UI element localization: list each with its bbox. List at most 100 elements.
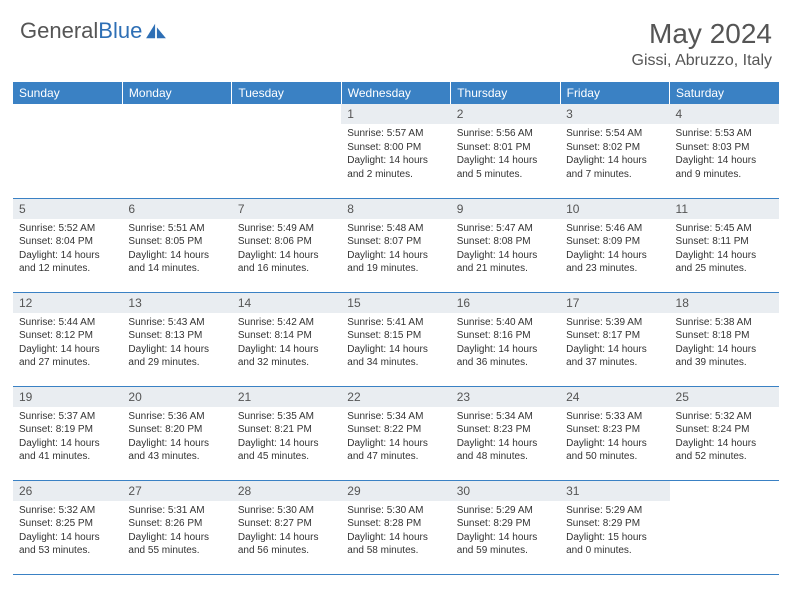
weekday-header: Monday [122,82,231,104]
calendar-cell: 22Sunrise: 5:34 AMSunset: 8:22 PMDayligh… [341,386,450,480]
day-details: Sunrise: 5:45 AMSunset: 8:11 PMDaylight:… [670,219,779,280]
calendar-cell: 15Sunrise: 5:41 AMSunset: 8:15 PMDayligh… [341,292,450,386]
calendar-cell: 31Sunrise: 5:29 AMSunset: 8:29 PMDayligh… [560,480,669,574]
day-details: Sunrise: 5:29 AMSunset: 8:29 PMDaylight:… [560,501,669,562]
day-details: Sunrise: 5:49 AMSunset: 8:06 PMDaylight:… [232,219,341,280]
day-number: 6 [122,199,231,219]
day-details: Sunrise: 5:47 AMSunset: 8:08 PMDaylight:… [451,219,560,280]
calendar-cell: 3Sunrise: 5:54 AMSunset: 8:02 PMDaylight… [560,104,669,198]
calendar-cell: 5Sunrise: 5:52 AMSunset: 8:04 PMDaylight… [13,198,122,292]
brand-part2: Blue [98,18,142,43]
calendar-cell: 17Sunrise: 5:39 AMSunset: 8:17 PMDayligh… [560,292,669,386]
day-details: Sunrise: 5:48 AMSunset: 8:07 PMDaylight:… [341,219,450,280]
day-number: 11 [670,199,779,219]
day-number: 13 [122,293,231,313]
day-number: 25 [670,387,779,407]
day-number: 8 [341,199,450,219]
calendar-cell: .. [122,104,231,198]
day-number: 28 [232,481,341,501]
day-number: 27 [122,481,231,501]
calendar-cell: 13Sunrise: 5:43 AMSunset: 8:13 PMDayligh… [122,292,231,386]
day-number: 24 [560,387,669,407]
day-details: Sunrise: 5:57 AMSunset: 8:00 PMDaylight:… [341,124,450,185]
calendar-cell: 21Sunrise: 5:35 AMSunset: 8:21 PMDayligh… [232,386,341,480]
day-details: Sunrise: 5:37 AMSunset: 8:19 PMDaylight:… [13,407,122,468]
day-number: 18 [670,293,779,313]
day-number: 9 [451,199,560,219]
calendar-cell: 2Sunrise: 5:56 AMSunset: 8:01 PMDaylight… [451,104,560,198]
calendar-cell: 20Sunrise: 5:36 AMSunset: 8:20 PMDayligh… [122,386,231,480]
day-number: 31 [560,481,669,501]
calendar-table: SundayMondayTuesdayWednesdayThursdayFrid… [13,82,779,575]
day-number: 10 [560,199,669,219]
calendar-cell: 14Sunrise: 5:42 AMSunset: 8:14 PMDayligh… [232,292,341,386]
month-title: May 2024 [632,18,773,50]
day-number: 2 [451,104,560,124]
calendar-cell: .. [670,480,779,574]
day-details: Sunrise: 5:30 AMSunset: 8:27 PMDaylight:… [232,501,341,562]
day-number: 14 [232,293,341,313]
day-number: 23 [451,387,560,407]
location-text: Gissi, Abruzzo, Italy [632,52,773,70]
day-number: 30 [451,481,560,501]
calendar-cell: 19Sunrise: 5:37 AMSunset: 8:19 PMDayligh… [13,386,122,480]
calendar-cell: 11Sunrise: 5:45 AMSunset: 8:11 PMDayligh… [670,198,779,292]
day-number: 3 [560,104,669,124]
weekday-header-row: SundayMondayTuesdayWednesdayThursdayFrid… [13,82,779,104]
brand-sail-icon [145,22,167,40]
weekday-header: Friday [560,82,669,104]
day-number: 1 [341,104,450,124]
calendar-cell: 10Sunrise: 5:46 AMSunset: 8:09 PMDayligh… [560,198,669,292]
calendar-row: 12Sunrise: 5:44 AMSunset: 8:12 PMDayligh… [13,292,779,386]
weekday-header: Thursday [451,82,560,104]
calendar-row: 26Sunrise: 5:32 AMSunset: 8:25 PMDayligh… [13,480,779,574]
calendar-row: ......1Sunrise: 5:57 AMSunset: 8:00 PMDa… [13,104,779,198]
day-details: Sunrise: 5:56 AMSunset: 8:01 PMDaylight:… [451,124,560,185]
day-number: 22 [341,387,450,407]
day-details: Sunrise: 5:33 AMSunset: 8:23 PMDaylight:… [560,407,669,468]
day-number: 29 [341,481,450,501]
day-details: Sunrise: 5:36 AMSunset: 8:20 PMDaylight:… [122,407,231,468]
title-block: May 2024 Gissi, Abruzzo, Italy [632,18,773,70]
day-details: Sunrise: 5:35 AMSunset: 8:21 PMDaylight:… [232,407,341,468]
calendar-body: ......1Sunrise: 5:57 AMSunset: 8:00 PMDa… [13,104,779,574]
day-number: 4 [670,104,779,124]
calendar-cell: 30Sunrise: 5:29 AMSunset: 8:29 PMDayligh… [451,480,560,574]
calendar-cell: .. [13,104,122,198]
calendar-cell: 24Sunrise: 5:33 AMSunset: 8:23 PMDayligh… [560,386,669,480]
day-details: Sunrise: 5:41 AMSunset: 8:15 PMDaylight:… [341,313,450,374]
day-number: 21 [232,387,341,407]
day-details: Sunrise: 5:43 AMSunset: 8:13 PMDaylight:… [122,313,231,374]
day-details: Sunrise: 5:40 AMSunset: 8:16 PMDaylight:… [451,313,560,374]
day-number: 20 [122,387,231,407]
calendar-cell: 1Sunrise: 5:57 AMSunset: 8:00 PMDaylight… [341,104,450,198]
day-details: Sunrise: 5:53 AMSunset: 8:03 PMDaylight:… [670,124,779,185]
weekday-header: Tuesday [232,82,341,104]
calendar-cell: 18Sunrise: 5:38 AMSunset: 8:18 PMDayligh… [670,292,779,386]
calendar-row: 19Sunrise: 5:37 AMSunset: 8:19 PMDayligh… [13,386,779,480]
calendar-cell: .. [232,104,341,198]
day-number: 7 [232,199,341,219]
page-header: GeneralBlue May 2024 Gissi, Abruzzo, Ita… [0,0,792,78]
brand-part1: General [20,18,98,43]
day-number: 19 [13,387,122,407]
day-details: Sunrise: 5:38 AMSunset: 8:18 PMDaylight:… [670,313,779,374]
day-number: 12 [13,293,122,313]
calendar-cell: 28Sunrise: 5:30 AMSunset: 8:27 PMDayligh… [232,480,341,574]
brand-text: GeneralBlue [20,18,142,44]
calendar-cell: 8Sunrise: 5:48 AMSunset: 8:07 PMDaylight… [341,198,450,292]
day-details: Sunrise: 5:46 AMSunset: 8:09 PMDaylight:… [560,219,669,280]
calendar-cell: 9Sunrise: 5:47 AMSunset: 8:08 PMDaylight… [451,198,560,292]
calendar-cell: 4Sunrise: 5:53 AMSunset: 8:03 PMDaylight… [670,104,779,198]
day-number: 16 [451,293,560,313]
day-details: Sunrise: 5:51 AMSunset: 8:05 PMDaylight:… [122,219,231,280]
calendar-cell: 23Sunrise: 5:34 AMSunset: 8:23 PMDayligh… [451,386,560,480]
day-details: Sunrise: 5:39 AMSunset: 8:17 PMDaylight:… [560,313,669,374]
day-details: Sunrise: 5:42 AMSunset: 8:14 PMDaylight:… [232,313,341,374]
day-number: 26 [13,481,122,501]
day-number: 5 [13,199,122,219]
day-details: Sunrise: 5:31 AMSunset: 8:26 PMDaylight:… [122,501,231,562]
brand-logo: GeneralBlue [20,18,167,44]
day-details: Sunrise: 5:32 AMSunset: 8:25 PMDaylight:… [13,501,122,562]
calendar-cell: 7Sunrise: 5:49 AMSunset: 8:06 PMDaylight… [232,198,341,292]
